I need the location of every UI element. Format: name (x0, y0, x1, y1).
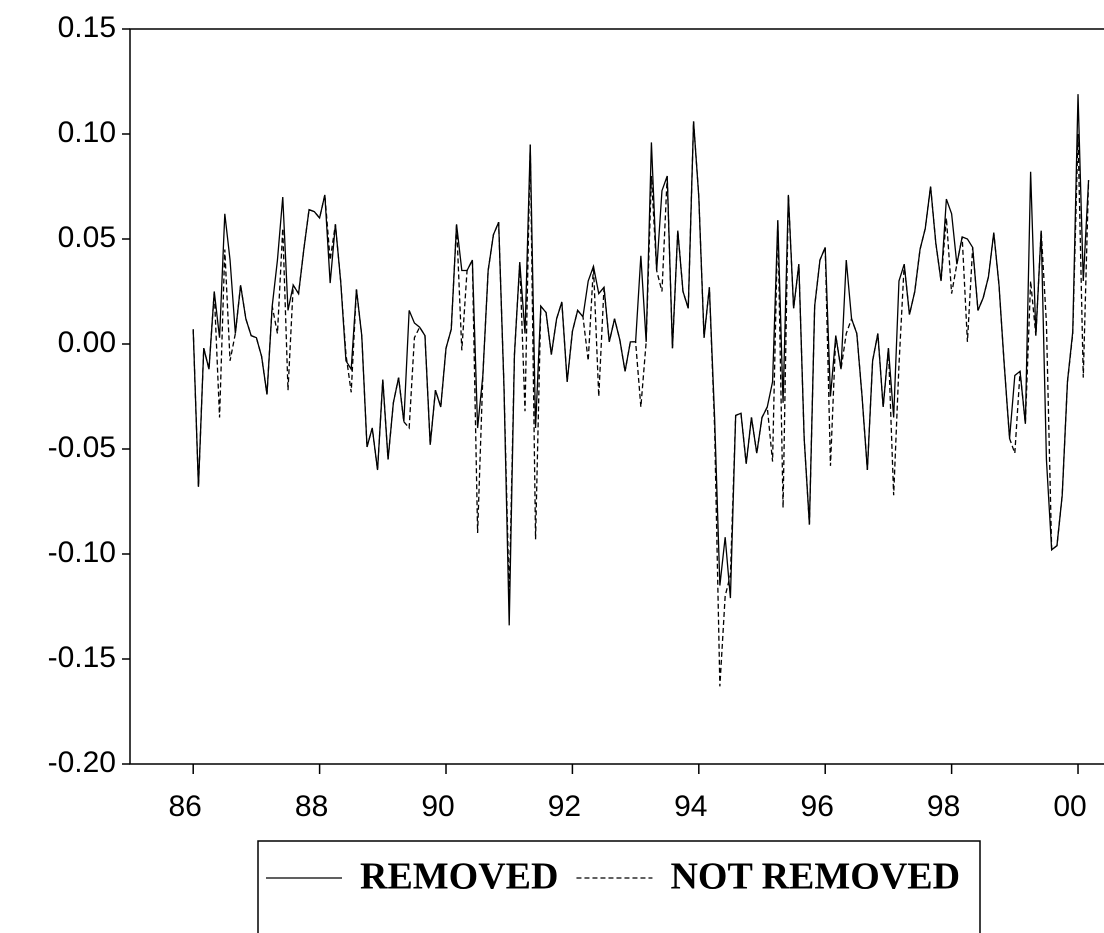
x-tick-label: 98 (927, 790, 960, 823)
series-line (192, 94, 1090, 626)
x-tick-label: 86 (169, 790, 202, 823)
series-line (192, 121, 1090, 687)
legend-label: REMOVED (360, 856, 558, 898)
x-tick-label: 88 (295, 790, 328, 823)
y-tick-label: 0.05 (58, 221, 116, 254)
y-tick-label: 0.00 (58, 326, 116, 359)
x-tick-label: 92 (548, 790, 581, 823)
y-tick-label: -0.05 (48, 431, 116, 464)
x-tick-label: 90 (421, 790, 454, 823)
legend-box (257, 840, 981, 933)
legend-label: NOT REMOVED (670, 856, 960, 898)
x-tick-label: 00 (1053, 790, 1086, 823)
y-tick-label: -0.10 (48, 536, 116, 569)
y-tick-label: -0.15 (48, 641, 116, 674)
y-tick-label: 0.10 (58, 116, 116, 149)
x-tick-label: 94 (674, 790, 707, 823)
y-tick-label: 0.15 (58, 11, 116, 44)
y-tick-label: -0.20 (48, 746, 116, 779)
x-tick-label: 96 (801, 790, 834, 823)
plot-frame (129, 28, 1104, 765)
